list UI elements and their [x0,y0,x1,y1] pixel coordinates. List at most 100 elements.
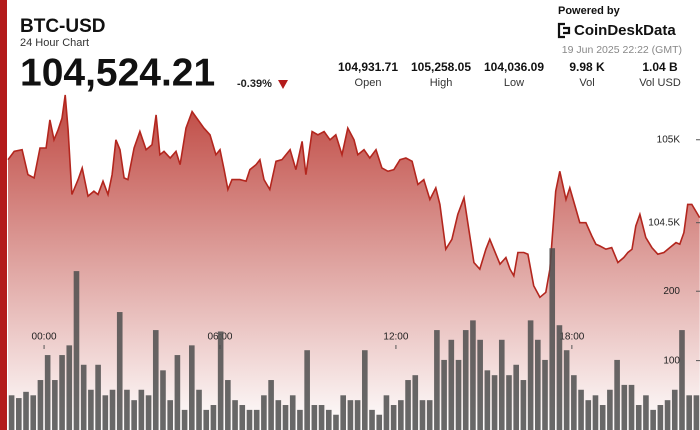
volume-bar [246,409,253,430]
volume-bar [506,375,512,430]
volume-bar [686,395,692,430]
volume-bar [23,391,29,430]
volume-bar [30,395,37,430]
volume-bar [664,400,671,430]
stat-value: 9.98 K [569,60,605,74]
volume-bar [80,364,87,430]
volume-bar [549,248,556,430]
volume-bar [527,320,534,430]
volume-bar [607,389,613,430]
x-tick-label: 12:00 [383,332,408,343]
volume-bar [44,355,51,430]
volume-bar [614,359,620,430]
title: BTC-USD [20,16,106,37]
volume-bar [59,355,65,430]
volume-bar [542,359,548,430]
volume-bar [225,380,231,430]
volume-bar [383,395,390,430]
volume-bar [138,389,145,430]
volume-bar [217,331,224,430]
volume-bar [498,339,505,430]
volume-bar [325,409,332,430]
volume-bar [124,389,130,430]
volume-bar [693,395,700,430]
volume-bar [513,364,519,430]
volume-bar [563,350,570,430]
volume-bar [556,325,563,430]
volume-bar [419,400,426,430]
logo-icon [557,22,571,39]
volume-bar [679,330,685,430]
volume-bar [520,380,527,430]
volume-bar [261,395,267,430]
volume-bar [426,400,433,430]
volume-bar [8,395,15,430]
volume-bar [203,409,210,430]
price-area [8,95,700,430]
volume-bar [318,405,325,430]
volume-bar [657,405,664,430]
stat-label: High [430,77,453,89]
stat-value: 104,931.71 [338,60,398,74]
stat-label: Low [504,77,524,89]
volume-bar [354,400,361,430]
y-tick-label: 104.5K [648,217,680,228]
volume-bar [16,398,22,430]
volume-bar [102,395,109,430]
timestamp: 19 Jun 2025 22:22 (GMT) [562,44,682,56]
volume-bar [253,409,260,430]
volume-bar [592,395,599,430]
y2-tick-label: 100 [663,355,680,366]
price: 104,524.21 [20,51,215,94]
volume-bar [635,405,642,430]
stat-value: 105,258.05 [411,60,471,74]
volume-bar [412,375,419,430]
volume-bar [571,375,577,430]
volume-bar [455,359,462,430]
volume-bar [671,389,678,430]
volume-bar [239,405,246,430]
volume-bar [304,350,310,430]
volume-bar [196,389,202,430]
volume-bar [477,339,483,430]
y2-tick-label: 200 [663,286,680,297]
stat-value: 1.04 B [642,60,678,74]
volume-bar [376,414,383,430]
volume-bar [340,395,346,430]
volume-bar [578,389,584,430]
volume-bar [599,405,606,430]
x-tick-label: 00:00 [32,332,57,343]
powered-by: Powered by [558,5,621,17]
volume-bar [405,380,411,430]
volume-bar [95,364,101,430]
volume-bar [275,400,282,430]
volume-bar [73,271,80,430]
subtitle: 24 Hour Chart [20,37,89,49]
stat-label: Vol [579,77,594,89]
volume-bar [462,330,469,430]
volume-bar [152,330,159,430]
volume-bar [628,384,635,430]
volume-bar [297,409,303,430]
down-arrow [278,80,288,89]
accent-bar [0,0,7,430]
change: -0.39% [237,78,272,90]
volume-bar [390,405,397,430]
volume-bar [88,389,94,430]
volume-bar [470,320,476,430]
volume-bar [268,380,274,430]
x-tick-label: 18:00 [559,332,584,343]
volume-bar [434,330,440,430]
volume-bar [491,375,498,430]
volume-bar [189,345,195,430]
volume-bar [52,380,58,430]
volume-bar [167,400,173,430]
volume-bar [174,355,181,430]
volume-bar [145,395,152,430]
volume-bar [66,345,73,430]
volume-bar [333,414,339,430]
volume-bar [650,409,656,430]
volume-bar [282,405,289,430]
